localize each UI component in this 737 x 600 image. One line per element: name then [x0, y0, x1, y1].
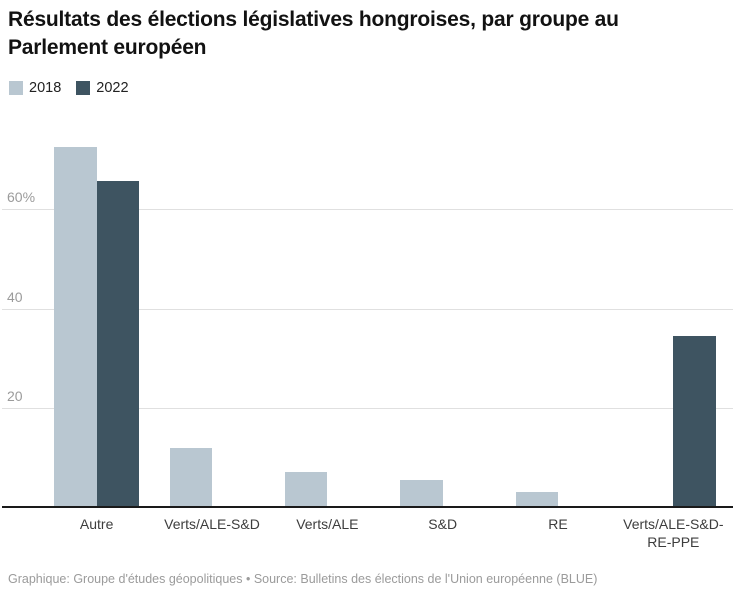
- legend: 2018 2022: [9, 80, 129, 96]
- bar-2018-autre: [54, 146, 97, 507]
- x-axis-label-autre: Autre: [79, 516, 114, 532]
- legend-swatch-2018: [9, 81, 23, 95]
- bar-2022-verts-ale-s-d-re-ppe: [673, 336, 716, 507]
- bar-2018-verts-ale: [284, 471, 328, 507]
- y-axis-tick-label-60: 60%: [7, 189, 36, 206]
- legend-item-2022: 2022: [76, 80, 129, 96]
- gridline-20: [2, 407, 733, 409]
- legend-item-2018: 2018: [9, 80, 61, 96]
- x-axis-label-verts-ale-s-d-re-ppe: Verts/ALE-S&D-RE-PPE: [623, 516, 724, 550]
- bar-2018-s-d: [400, 480, 443, 507]
- bar-2018-re: [515, 491, 558, 507]
- legend-label-2022: 2022: [96, 80, 129, 96]
- gridline-40: [2, 308, 733, 310]
- x-axis-label-verts-ale: Verts/ALE: [296, 516, 359, 532]
- gridline-60: [2, 209, 733, 211]
- source-credit: Graphique: Groupe d'études géopolitiques…: [8, 572, 598, 586]
- x-axis-label-re: RE: [548, 516, 568, 532]
- x-axis-line: [2, 506, 733, 508]
- bar-2018-verts-ale-s-d: [169, 447, 212, 507]
- x-axis-label-s-d: S&D: [428, 516, 458, 532]
- x-axis-label-verts-ale-s-d: Verts/ALE-S&D: [164, 516, 260, 532]
- chart-title: Résultats des élections législatives hon…: [8, 8, 619, 59]
- legend-swatch-2022: [76, 81, 91, 95]
- legend-label-2018: 2018: [29, 80, 62, 96]
- y-axis-tick-label-40: 40: [7, 288, 23, 305]
- y-axis-tick-label-20: 20: [7, 387, 23, 404]
- bar-2022-autre: [96, 181, 140, 507]
